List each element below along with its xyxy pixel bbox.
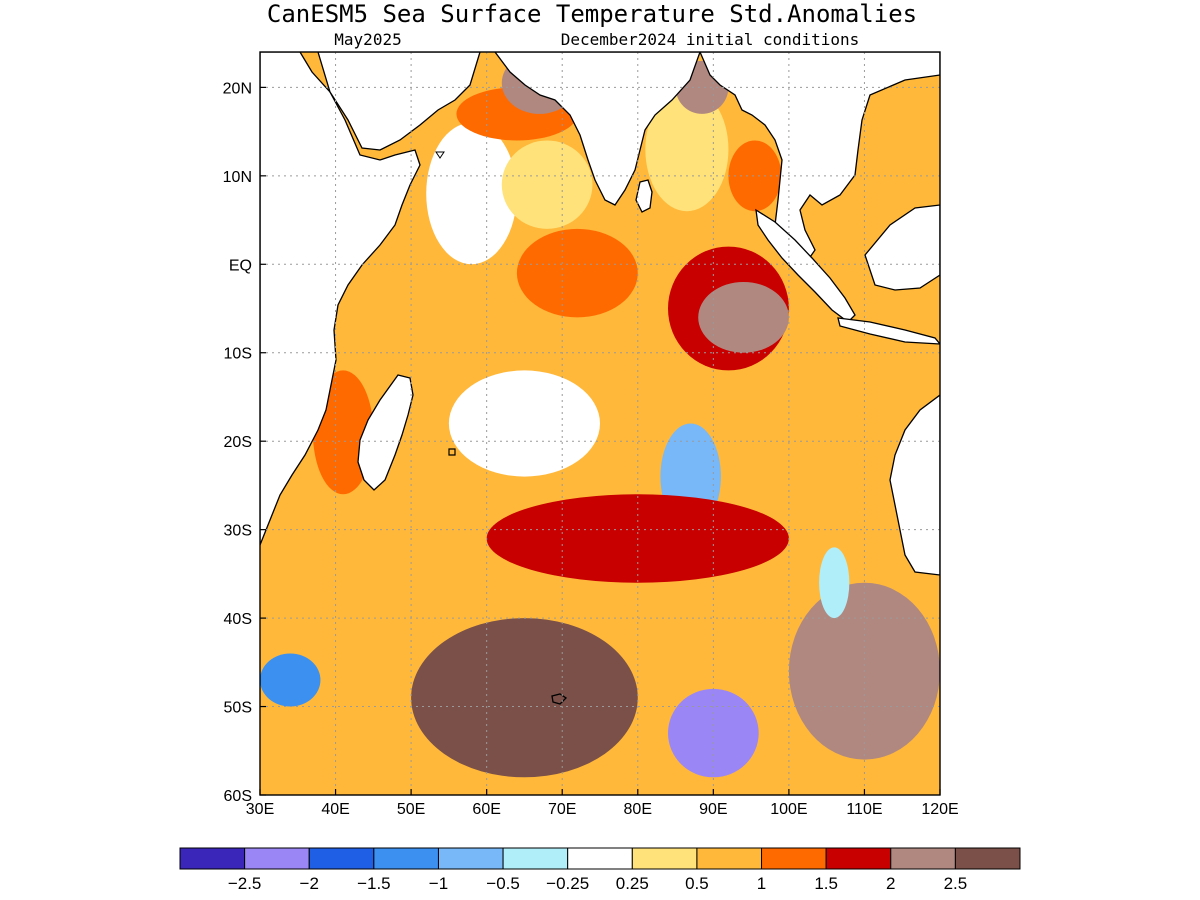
- map-frame: [259, 51, 941, 796]
- colorbar-tick-label: −2.5: [228, 874, 262, 893]
- colorbar-tick-label: 1: [757, 874, 766, 893]
- map-area[interactable]: [260, 52, 940, 795]
- colorbar-swatch: [502, 847, 569, 870]
- latitude-axis: 20N 10N EQ 10S 20S 30S 40S 50S 60S: [223, 80, 266, 805]
- colorbar-tick-label: 2: [886, 874, 895, 893]
- colorbar-swatch: [761, 847, 827, 870]
- latitude-tick-label: 50S: [224, 700, 252, 717]
- colorbar-swatch: [696, 847, 763, 870]
- colorbar-swatch: [437, 847, 504, 870]
- longitude-tick-label: 120E: [921, 801, 958, 818]
- anomaly-region-sumatra-west: [698, 281, 789, 353]
- anomaly-region-arabian-sea-west: [426, 122, 517, 265]
- colorbar-tick-label: −1: [429, 874, 448, 893]
- longitude-tick-label: 30E: [246, 801, 274, 818]
- forecast-month: May2025: [334, 30, 401, 49]
- anomaly-region-bay-of-bengal: [645, 87, 729, 212]
- anomaly-region-south-tropical: [448, 370, 600, 477]
- anomaly-region-andaman-sea: [728, 140, 782, 212]
- colorbar-tick-label: −2: [300, 874, 319, 893]
- anomaly-region-southern-warm-brown: [411, 618, 638, 778]
- latitude-tick-label: EQ: [229, 257, 252, 274]
- sri-lanka-landmass: [635, 179, 653, 213]
- longitude-tick-label: 40E: [321, 801, 349, 818]
- colorbar-swatch: [825, 847, 892, 870]
- colorbar-swatch: [179, 847, 246, 870]
- page-title: CanESM5 Sea Surface Temperature Std.Anom…: [267, 0, 917, 28]
- colorbar-swatch: [567, 847, 633, 870]
- borneo-landmass: [864, 204, 940, 291]
- anomaly-region-southwest-cool: [260, 653, 321, 707]
- maldives-outline: [435, 151, 445, 159]
- anomaly-region-australia-west-cool: [819, 547, 850, 619]
- longitude-tick-label: 90E: [699, 801, 727, 818]
- colorbar-tick-label: 0.25: [616, 874, 649, 893]
- mauritius-island: [448, 448, 456, 456]
- colorbar-tick-label: 0.5: [685, 874, 709, 893]
- java-landmass: [837, 317, 940, 345]
- longitude-axis: 30E 40E 50E 60E 70E 80E 90E 100E 110E 120E: [246, 789, 959, 818]
- colorbar-swatch: [890, 847, 956, 870]
- latitude-tick-label: 60S: [224, 788, 252, 805]
- longitude-tick-label: 50E: [397, 801, 425, 818]
- lat-lon-gridlines: [260, 52, 940, 795]
- colorbar-tick-label: −1.5: [357, 874, 391, 893]
- latitude-tick-label: 10N: [223, 169, 252, 186]
- arabia-landmass: [317, 52, 481, 151]
- latitude-tick-label: 10S: [224, 346, 252, 363]
- colorbar-tick-label: −0.5: [486, 874, 520, 893]
- anomaly-region-arabian-sea-east: [501, 140, 593, 229]
- latitude-tick-label: 20S: [224, 434, 252, 451]
- africa-landmass: [260, 52, 421, 546]
- latitude-tick-label: 20N: [223, 80, 252, 97]
- latitude-tick-label: 30S: [224, 523, 252, 540]
- longitude-tick-label: 100E: [770, 801, 807, 818]
- colorbar-legend: −2.5 −2 −1.5 −1 −0.5 −0.25 0.25 0.5 1 1.5 2 2.5: [179, 847, 1021, 893]
- longitude-tick-label: 80E: [624, 801, 652, 818]
- colorbar-tick-label: 2.5: [944, 874, 968, 893]
- longitude-tick-label: 60E: [472, 801, 500, 818]
- colorbar-swatch: [308, 847, 375, 870]
- latitude-tick-label: 40S: [224, 611, 252, 628]
- colorbar-swatch: [954, 847, 1021, 870]
- colorbar-swatch: [244, 847, 310, 870]
- anomaly-region-kerguelen-cold: [668, 688, 759, 778]
- india-landmass: [494, 52, 701, 206]
- colorbar-tick-label: −0.25: [546, 874, 589, 893]
- madagascar-landmass: [357, 374, 414, 491]
- anomaly-region-equatorial-central: [516, 228, 638, 318]
- longitude-tick-label: 110E: [846, 801, 882, 818]
- colorbar-tick-label: 1.5: [814, 874, 838, 893]
- colorbar-swatch: [631, 847, 698, 870]
- initial-conditions-label: December2024 initial conditions: [561, 30, 860, 49]
- land-layer: [260, 52, 940, 705]
- colorbar-swatch: [373, 847, 439, 870]
- longitude-tick-label: 70E: [548, 801, 576, 818]
